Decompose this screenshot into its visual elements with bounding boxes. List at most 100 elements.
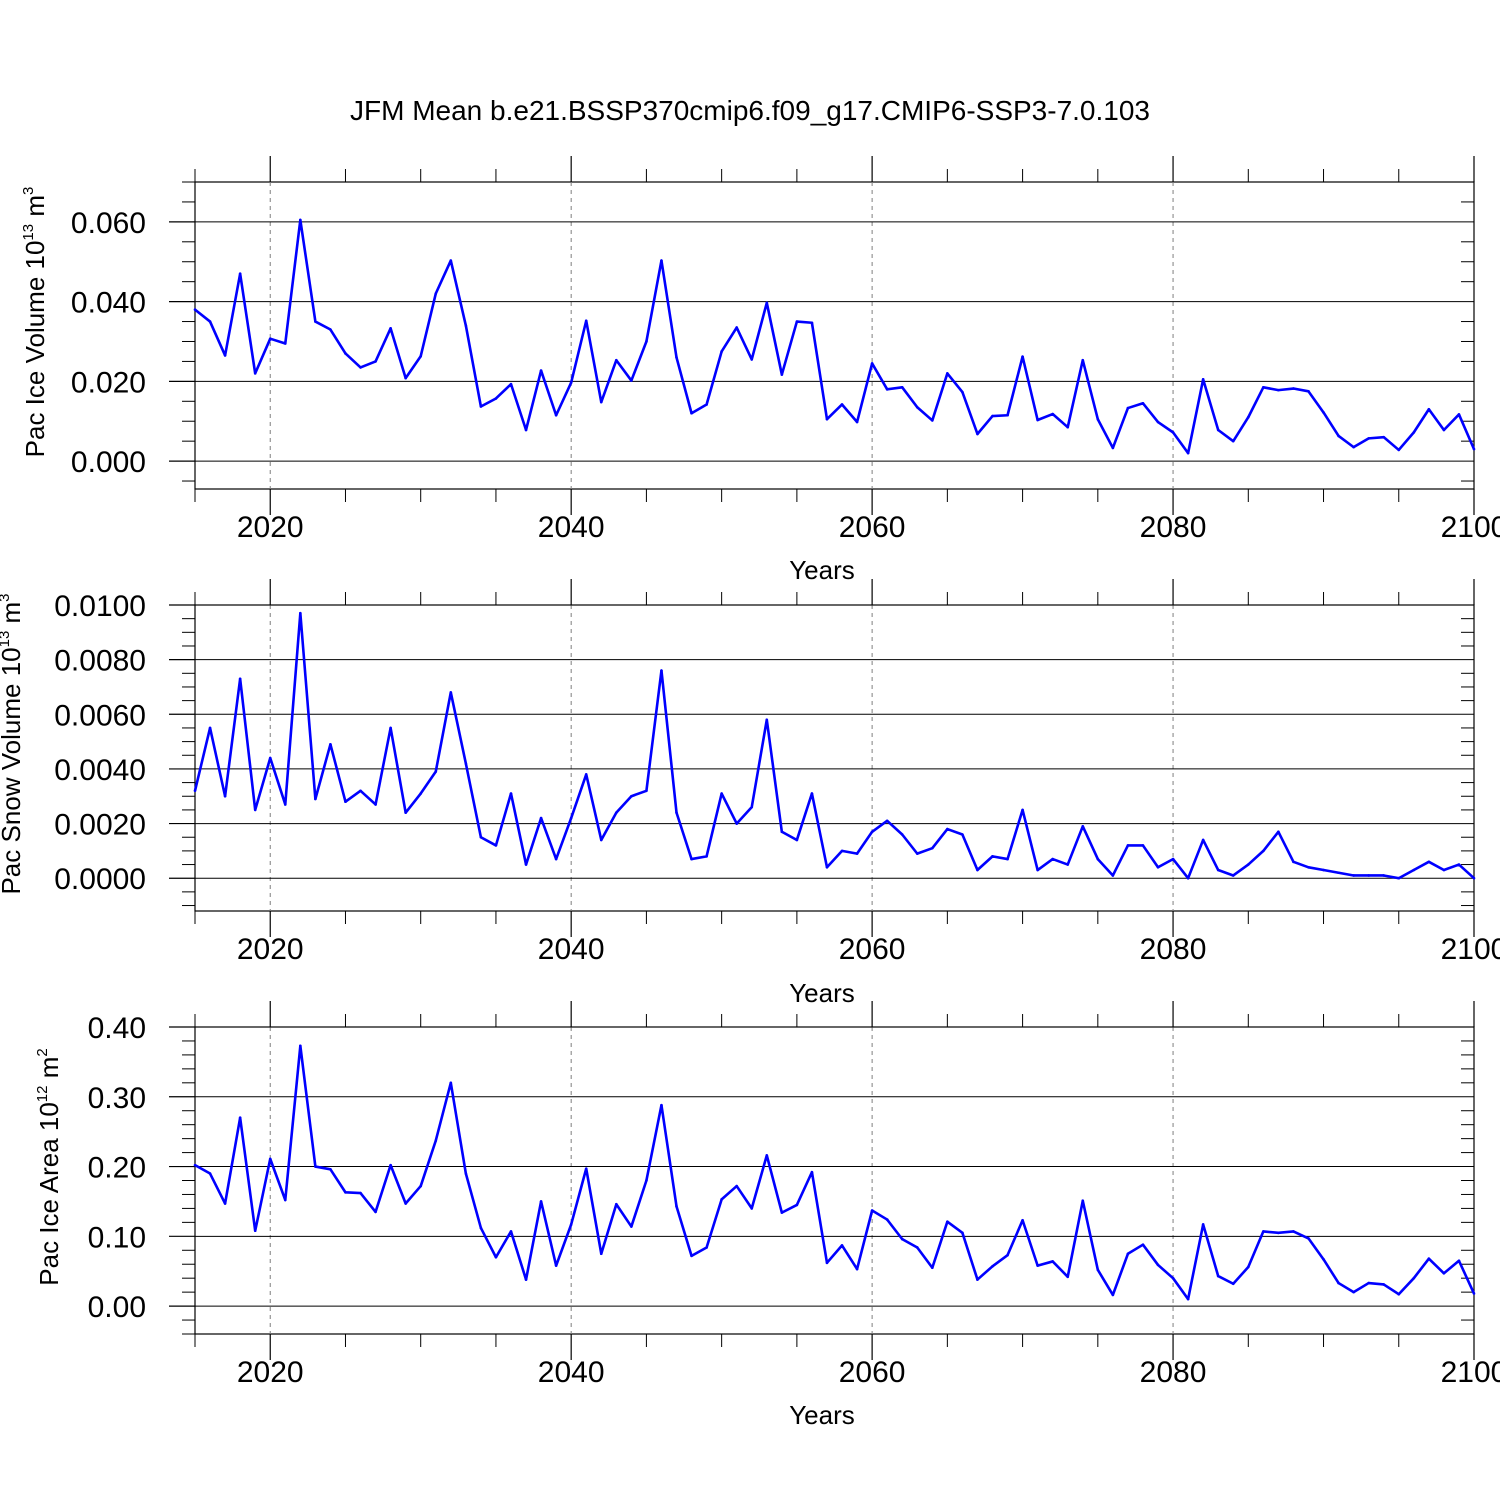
panel-snow-volume-xtick-label: 2040 bbox=[538, 933, 605, 966]
panel-snow-volume-frame bbox=[194, 604, 1475, 912]
panel-ice-area-data-point bbox=[1367, 1281, 1370, 1285]
panel-ice-volume-data-point bbox=[1427, 407, 1431, 411]
panel-ice-volume-xtick-label: 2100 bbox=[1441, 511, 1500, 544]
panel-ice-area-data-point bbox=[1201, 1223, 1205, 1226]
panel-ice-area-data-point bbox=[193, 1163, 197, 1167]
panel-ice-volume-xtick-label: 2080 bbox=[1140, 511, 1207, 544]
panel-ice-area-data-point bbox=[765, 1154, 769, 1157]
panel-ice-area-data-point bbox=[705, 1246, 708, 1249]
panel-ice-volume-data-point bbox=[1412, 431, 1416, 434]
panel-snow-volume-data-point bbox=[900, 833, 904, 836]
panel-ice-volume-data-point bbox=[780, 373, 784, 376]
panel-ice-area-data-point bbox=[268, 1157, 272, 1161]
panel-snow-volume-data-point bbox=[1231, 874, 1235, 877]
panel-ice-volume-data-point bbox=[389, 327, 392, 330]
panel-ice-area-data-point bbox=[855, 1267, 859, 1271]
panel-ice-volume-data-point bbox=[720, 350, 723, 353]
panel-ice-area-data-point bbox=[660, 1103, 663, 1107]
panel-ice-volume-xtick-label: 2040 bbox=[538, 511, 605, 544]
panel-snow-volume-data-point bbox=[1337, 871, 1340, 875]
panel-ice-volume-data-point bbox=[840, 403, 844, 406]
panel-ice-area-data-point bbox=[464, 1172, 468, 1175]
panel-ice-area-data-point bbox=[1021, 1218, 1024, 1222]
panel-ice-area-data-point bbox=[253, 1229, 257, 1233]
panel-ice-volume-data-point bbox=[750, 358, 754, 361]
panel-snow-volume-data-point bbox=[314, 797, 317, 801]
panel-ice-area-data-point bbox=[1171, 1276, 1175, 1280]
panel-snow-volume-data-point bbox=[1292, 860, 1295, 864]
panel-ice-area-data-point bbox=[1307, 1237, 1310, 1240]
panel-ice-area-data-point bbox=[1231, 1282, 1235, 1286]
panel-ice-volume-data-point bbox=[705, 403, 708, 406]
panel-ice-volume-data-point bbox=[434, 292, 438, 295]
panel-snow-volume-xtick-label: 2060 bbox=[839, 933, 906, 966]
panel-ice-volume-data-point bbox=[795, 320, 799, 323]
panel-ice-volume-data-point bbox=[1382, 435, 1386, 439]
panel-snow-volume-data-point bbox=[464, 762, 468, 765]
panel-snow-volume-data-point bbox=[720, 792, 723, 795]
panel-ice-area-ytick-label: 0.10 bbox=[88, 1221, 146, 1254]
panel-ice-volume-data-point bbox=[1216, 428, 1220, 432]
panel-ice-volume-frame bbox=[194, 181, 1475, 490]
panel-snow-volume: Pac Snow Volume 1013 m3 Years 0.0000 0.00… bbox=[0, 579, 1500, 1008]
panel-ice-area-data-point bbox=[1457, 1259, 1461, 1263]
panel-ice-area-data-point bbox=[1382, 1283, 1386, 1286]
panel-ice-area-data-point bbox=[1322, 1258, 1325, 1261]
panel-ice-volume-data-point bbox=[1457, 413, 1461, 416]
panel-ice-area-data-point bbox=[961, 1231, 964, 1235]
panel-ice-area-data-point bbox=[720, 1198, 723, 1201]
panel-snow-volume-data-point bbox=[840, 849, 844, 853]
panel-snow-volume-data-point bbox=[1307, 865, 1310, 869]
panel-snow-volume-data-point bbox=[1141, 844, 1145, 847]
panel-ice-area-data-point bbox=[1111, 1293, 1115, 1297]
panel-snow-volume-data-point bbox=[780, 830, 784, 834]
panel-snow-volume-data-point bbox=[615, 811, 618, 814]
panel-snow-volume-data-point bbox=[1171, 857, 1175, 861]
panel-ice-area-xtick-label: 2080 bbox=[1140, 1356, 1207, 1389]
panel-ice-volume-data-point bbox=[1307, 390, 1310, 393]
panel-ice-volume-data-point bbox=[314, 320, 317, 323]
panel-ice-volume-data-point bbox=[253, 372, 257, 375]
panel-ice-volume-data-point bbox=[268, 337, 272, 340]
panel-ice-area-data-point bbox=[1096, 1268, 1100, 1272]
panel-ice-area-data-point bbox=[795, 1203, 799, 1207]
panel-snow-volume-xtick-label: 2100 bbox=[1441, 933, 1500, 966]
panel-snow-volume-data-point bbox=[253, 808, 257, 812]
panel-snow-volume-data-point bbox=[855, 852, 859, 855]
panel-ice-volume-data-point bbox=[630, 379, 633, 382]
panel-ice-volume-ytick-label: 0.060 bbox=[71, 207, 146, 240]
panel-ice-area-series-line bbox=[194, 1044, 1476, 1301]
panel-snow-volume-data-point bbox=[509, 792, 513, 795]
panel-snow-volume-ytick-label: 0.0020 bbox=[54, 809, 146, 842]
panel-snow-volume-data-point bbox=[268, 756, 272, 760]
panel-ice-area-data-point bbox=[238, 1116, 242, 1120]
panel-ice-volume-data-point bbox=[404, 376, 407, 380]
panel-snow-volume-data-point bbox=[449, 691, 453, 694]
panel-ice-area-xtick-label: 2040 bbox=[538, 1356, 605, 1389]
panel-ice-volume-data-point bbox=[1262, 386, 1265, 389]
panel-ice-area-data-point bbox=[1006, 1253, 1009, 1257]
panel-snow-volume-data-point bbox=[494, 844, 498, 847]
panel-ice-volume-data-point bbox=[208, 320, 212, 323]
panel-ice-area-data-point bbox=[359, 1191, 362, 1195]
panel-ice-volume-data-point bbox=[283, 342, 287, 345]
panel-ice-volume-data-point bbox=[374, 360, 377, 363]
panel-ice-volume-data-point bbox=[931, 419, 934, 422]
panel-snow-volume-data-point bbox=[1201, 838, 1205, 842]
panel-snow-volume-data-point bbox=[208, 726, 212, 730]
panel-ice-volume-data-point bbox=[1171, 431, 1175, 434]
panel-ice-area-data-point bbox=[434, 1139, 438, 1143]
panel-snow-volume-data-point bbox=[1216, 868, 1220, 872]
panel-ice-volume-data-point bbox=[329, 328, 332, 331]
panel-snow-volume-data-point bbox=[1322, 868, 1325, 872]
panel-snow-volume-data-point bbox=[915, 852, 919, 855]
panel-ice-volume-data-point bbox=[1126, 406, 1130, 410]
panel-ice-area-data-point bbox=[479, 1226, 483, 1230]
panel-ice-area-data-point bbox=[1442, 1271, 1446, 1275]
panel-ice-volume-data-point bbox=[810, 321, 814, 325]
panel-ice-volume-data-point bbox=[885, 388, 889, 391]
panel-snow-volume-data-point bbox=[404, 811, 407, 814]
panel-ice-volume-series-line bbox=[194, 218, 1476, 455]
panel-ice-volume-data-point bbox=[946, 372, 949, 375]
panel-snow-volume-xtick-label: 2080 bbox=[1140, 933, 1207, 966]
